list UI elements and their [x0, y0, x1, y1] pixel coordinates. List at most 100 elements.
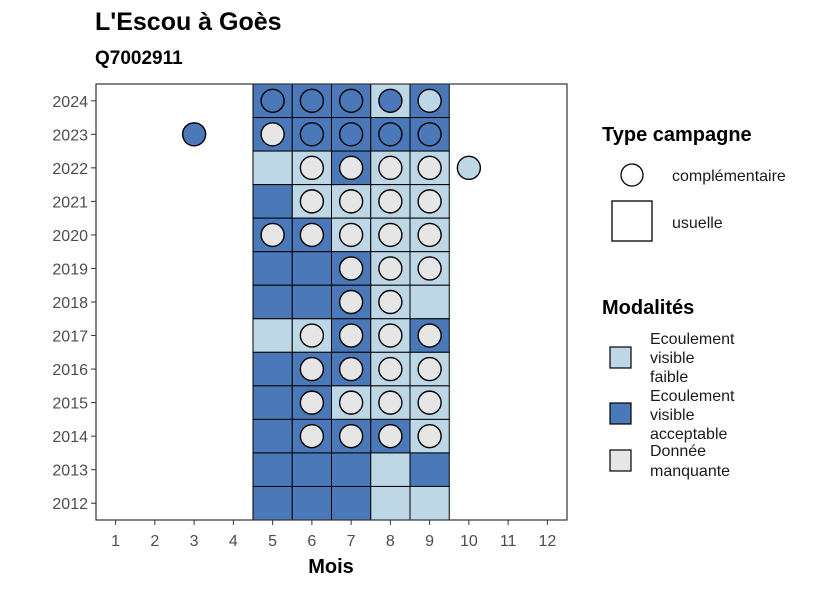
- legend-acceptable-line: visible: [650, 407, 695, 424]
- usuelle-tile: [291, 251, 332, 286]
- usuelle-tile: [291, 452, 332, 487]
- usuelle-tile: [370, 485, 411, 521]
- y-tick-label: 2017: [52, 329, 88, 346]
- complementaire-point: [378, 222, 403, 248]
- y-tick-label: 2016: [52, 362, 88, 379]
- y-tick-label: 2020: [52, 228, 88, 245]
- complementaire-point: [417, 356, 442, 382]
- usuelle-tile: [252, 351, 293, 387]
- complementaire-point: [299, 423, 325, 449]
- x-tick-label: 9: [425, 533, 434, 550]
- x-tick-label: 11: [500, 533, 517, 550]
- x-tick-label: 10: [460, 533, 478, 550]
- usuelle-tile: [252, 184, 293, 219]
- usuelle-tile: [252, 251, 293, 286]
- y-tick-label: 2012: [52, 496, 88, 513]
- complementaire-point: [378, 122, 403, 147]
- legend-manquante-line: Donnée: [650, 443, 706, 460]
- complementaire-point: [378, 256, 403, 281]
- complementaire-point: [378, 390, 403, 415]
- complementaire-point: [299, 189, 325, 214]
- usuelle-tile: [331, 485, 372, 521]
- complementaire-point: [378, 356, 403, 382]
- chart-subtitle: Q7002911: [95, 48, 183, 69]
- complementaire-point: [260, 88, 285, 113]
- legend-faible-line: Ecoulement: [650, 331, 735, 348]
- usuelle-tile: [331, 452, 372, 487]
- complementaire-point: [338, 289, 364, 315]
- complementaire-point: [378, 323, 403, 348]
- usuelle-tile: [291, 485, 332, 521]
- complementaire-point: [417, 323, 442, 348]
- legend-acceptable-line: Ecoulement: [650, 388, 735, 405]
- chart-title: L'Escou à Goès: [95, 8, 282, 36]
- complementaire-point: [338, 88, 364, 113]
- y-tick-label: 2018: [52, 295, 88, 312]
- usuelle-tile: [252, 485, 293, 521]
- complementaire-point: [338, 423, 364, 449]
- usuelle-tile: [252, 385, 293, 420]
- usuelle-tile: [291, 284, 332, 320]
- complementaire-point: [417, 155, 442, 181]
- x-tick-label: 1: [111, 533, 120, 550]
- x-tick-label: 12: [538, 533, 556, 550]
- x-tick-label: 8: [386, 533, 395, 550]
- legend-manquante-key: [609, 449, 632, 472]
- legend-manquante-line: manquante: [650, 463, 730, 480]
- complementaire-point: [338, 323, 364, 348]
- complementaire-point: [338, 356, 364, 382]
- y-tick-label: 2022: [52, 161, 88, 178]
- legend-usuelle-key: [611, 200, 653, 242]
- complementaire-point: [378, 155, 403, 181]
- legend-usuelle-label: usuelle: [672, 215, 723, 232]
- complementaire-point: [299, 323, 325, 348]
- legend-faible-label: Ecoulement visible faible: [650, 331, 739, 386]
- y-tick-label: 2019: [52, 261, 88, 278]
- legend-fill-title: Modalités: [602, 297, 694, 319]
- complementaire-points: [181, 88, 482, 449]
- usuelle-tile: [252, 452, 293, 487]
- legend-faible-line: visible: [650, 350, 695, 367]
- y-tick-label: 2015: [52, 396, 88, 413]
- complementaire-point: [456, 155, 482, 181]
- complementaire-point: [417, 122, 442, 147]
- complementaire-point: [378, 423, 403, 449]
- legend-acceptable-key: [609, 402, 632, 425]
- complementaire-point: [338, 222, 364, 248]
- complementaire-point: [181, 122, 207, 147]
- usuelle-tile: [252, 284, 293, 320]
- complementaire-point: [378, 88, 403, 113]
- usuelle-tile: [409, 452, 450, 487]
- complementaire-point: [417, 423, 442, 449]
- y-tick-label: 2021: [52, 194, 88, 211]
- legend-complementaire-key: [620, 163, 644, 187]
- complementaire-point: [417, 222, 442, 248]
- complementaire-point: [338, 189, 364, 214]
- x-tick-label: 5: [268, 533, 277, 550]
- legend-acceptable-label: Ecoulement visible acceptable: [650, 388, 739, 443]
- legend-manquante-label: Donnée manquante: [650, 443, 730, 480]
- complementaire-point: [299, 122, 325, 147]
- y-tick-label: 2014: [52, 429, 88, 446]
- legend-faible-key: [609, 346, 632, 369]
- x-tick-label: 7: [347, 533, 356, 550]
- complementaire-point: [299, 155, 325, 181]
- usuelle-tiles: [252, 83, 450, 521]
- y-tick-label: 2023: [52, 127, 88, 144]
- complementaire-point: [417, 256, 442, 281]
- y-axis: 2012 2013 2014 2015 2016 2017 2018 2019 2020 2021…: [52, 94, 96, 513]
- y-tick-label: 2013: [52, 463, 88, 480]
- x-axis-title: Mois: [308, 556, 354, 578]
- complementaire-point: [260, 222, 285, 248]
- x-tick-label: 3: [190, 533, 199, 550]
- usuelle-tile: [370, 452, 411, 487]
- complementaire-point: [260, 122, 285, 147]
- usuelle-tile: [252, 318, 293, 353]
- legend-complementaire-label: complémentaire: [672, 168, 786, 185]
- usuelle-tile: [409, 485, 450, 521]
- x-tick-label: 2: [150, 533, 159, 550]
- legend-shape-title: Type campagne: [602, 124, 752, 146]
- complementaire-point: [299, 88, 325, 113]
- x-axis: 1 2 3 4 5 6 7 8 9 10 11 12: [111, 520, 556, 550]
- complementaire-point: [299, 390, 325, 415]
